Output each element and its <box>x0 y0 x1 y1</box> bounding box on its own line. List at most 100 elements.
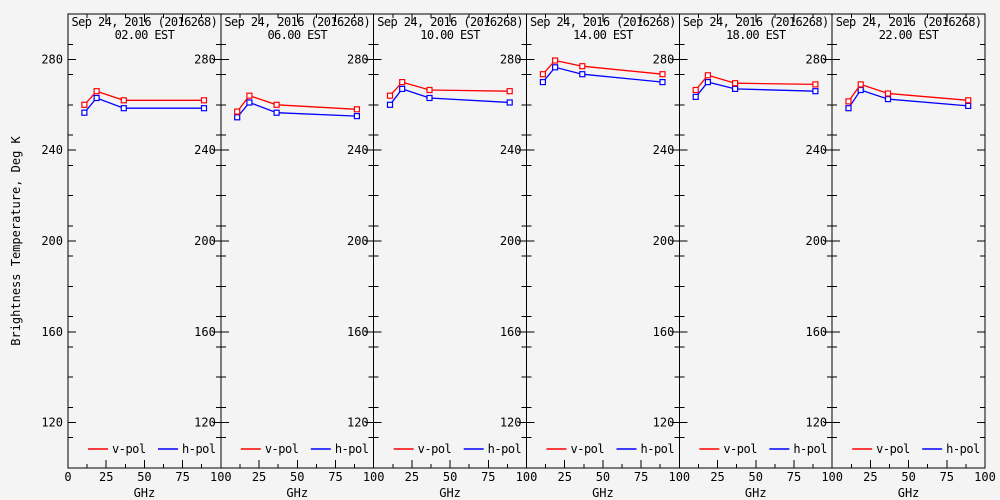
marker-h-pol <box>506 99 513 106</box>
marker-v-pol <box>551 57 559 64</box>
y-tick-label: 160 <box>41 325 63 339</box>
x-tick-label: 25 <box>252 470 266 484</box>
panel-title-time: 22.00 EST <box>879 28 939 42</box>
marker-v-pol <box>353 106 360 113</box>
marker-h-pol <box>93 94 100 102</box>
y-tick-label: 280 <box>805 52 827 66</box>
marker-h-pol <box>845 105 852 112</box>
y-tick-label: 200 <box>194 234 216 248</box>
x-tick-label: 100 <box>668 470 690 484</box>
legend-vpol-label: v-pol <box>571 442 605 456</box>
marker-h-pol <box>399 85 406 93</box>
marker-h-pol <box>659 78 666 86</box>
x-tick-label: 25 <box>863 470 877 484</box>
series-line-h-pol <box>83 97 204 114</box>
y-tick-label: 160 <box>347 325 369 339</box>
panel-title-date: Sep 24, 2016 (2016268) <box>530 15 676 29</box>
legend-vpol-label: v-pol <box>723 442 757 456</box>
marker-v-pol <box>506 88 513 95</box>
marker-h-pol <box>857 86 864 94</box>
panel-title-time: 10.00 EST <box>420 28 480 42</box>
x-tick-label: 100 <box>821 470 843 484</box>
y-tick-label: 160 <box>653 325 675 339</box>
marker-v-pol <box>234 108 241 115</box>
legend-vpol-label: v-pol <box>112 442 146 456</box>
panel-border <box>831 13 986 469</box>
legend-hpol-label: h-pol <box>182 442 216 456</box>
series-line-v-pol <box>389 81 510 97</box>
y-tick-label: 160 <box>194 325 216 339</box>
x-tick-label: 100 <box>210 470 232 484</box>
legend: v-pol h-pol <box>393 442 522 456</box>
marker-h-pol <box>120 105 127 112</box>
marker-h-pol <box>551 64 559 71</box>
y-tick-label: 160 <box>805 325 827 339</box>
x-tick-label: 50 <box>290 470 304 484</box>
x-axis-title: GHz <box>286 486 308 500</box>
marker-h-pol <box>539 78 547 86</box>
x-tick-label: 75 <box>175 470 189 484</box>
legend: v-pol h-pol <box>88 442 216 456</box>
x-tick-label: 25 <box>99 470 113 484</box>
y-tick-label: 280 <box>41 52 63 66</box>
panel-22-00-est: 120 160 200 240 280 25 50 75 100 GHz Sep 24, 2016 … <box>805 13 996 500</box>
x-tick-label: 25 <box>557 470 571 484</box>
x-tick-label: 75 <box>634 470 648 484</box>
x-tick-label: 75 <box>787 470 801 484</box>
x-tick-label: 75 <box>481 470 495 484</box>
x-tick-label: 50 <box>137 470 151 484</box>
legend: v-pol h-pol <box>240 442 369 456</box>
x-axis-title: GHz <box>898 486 920 500</box>
marker-v-pol <box>246 92 253 99</box>
x-tick-label: 75 <box>940 470 954 484</box>
legend: v-pol h-pol <box>546 442 675 456</box>
y-tick-label: 120 <box>41 416 63 430</box>
legend-vpol-label: v-pol <box>418 442 452 456</box>
marker-v-pol <box>812 81 819 88</box>
marker-h-pol <box>884 95 892 103</box>
legend-hpol-label: h-pol <box>793 442 827 456</box>
marker-v-pol <box>884 90 892 97</box>
series-line-v-pol <box>847 83 969 102</box>
y-tick-label: 160 <box>500 325 522 339</box>
x-axis-title: GHz <box>134 486 156 500</box>
marker-h-pol <box>386 101 394 108</box>
marker-v-pol <box>273 101 280 108</box>
x-tick-label: 25 <box>405 470 419 484</box>
marker-v-pol <box>93 88 100 95</box>
x-tick-label: 100 <box>974 470 996 484</box>
y-tick-label: 120 <box>500 416 522 430</box>
marker-v-pol <box>965 97 972 104</box>
x-tick-label: 0 <box>64 470 71 484</box>
y-tick-label: 280 <box>653 52 675 66</box>
y-tick-label: 120 <box>653 416 675 430</box>
legend-hpol-label: h-pol <box>488 442 522 456</box>
x-tick-label: 75 <box>328 470 342 484</box>
y-tick-label: 120 <box>347 416 369 430</box>
marker-h-pol <box>81 109 88 116</box>
legend: v-pol h-pol <box>699 442 828 456</box>
marker-v-pol <box>386 92 394 99</box>
series-line-v-pol <box>83 90 204 106</box>
legend-hpol-label: h-pol <box>335 442 369 456</box>
panel-title-date: Sep 24, 2016 (2016268) <box>836 15 982 29</box>
series-line-v-pol <box>236 94 357 112</box>
y-tick-label: 200 <box>805 234 827 248</box>
marker-v-pol <box>426 86 433 94</box>
series-line-v-pol <box>695 74 816 91</box>
marker-v-pol <box>659 71 666 78</box>
y-tick-label: 280 <box>347 52 369 66</box>
legend-vpol-label: v-pol <box>876 442 910 456</box>
x-tick-label: 50 <box>749 470 763 484</box>
x-tick-label: 100 <box>363 470 385 484</box>
marker-v-pol <box>120 97 127 104</box>
marker-v-pol <box>857 81 864 88</box>
y-tick-label: 240 <box>347 143 369 157</box>
marker-h-pol <box>246 99 253 106</box>
legend: v-pol h-pol <box>852 442 981 456</box>
panel-06-00-est: 120 160 200 240 280 25 50 75 100 GHz Sep 24, 2016 … <box>194 13 385 500</box>
marker-h-pol <box>426 94 433 102</box>
panel-title-time: 02.00 EST <box>115 28 175 42</box>
